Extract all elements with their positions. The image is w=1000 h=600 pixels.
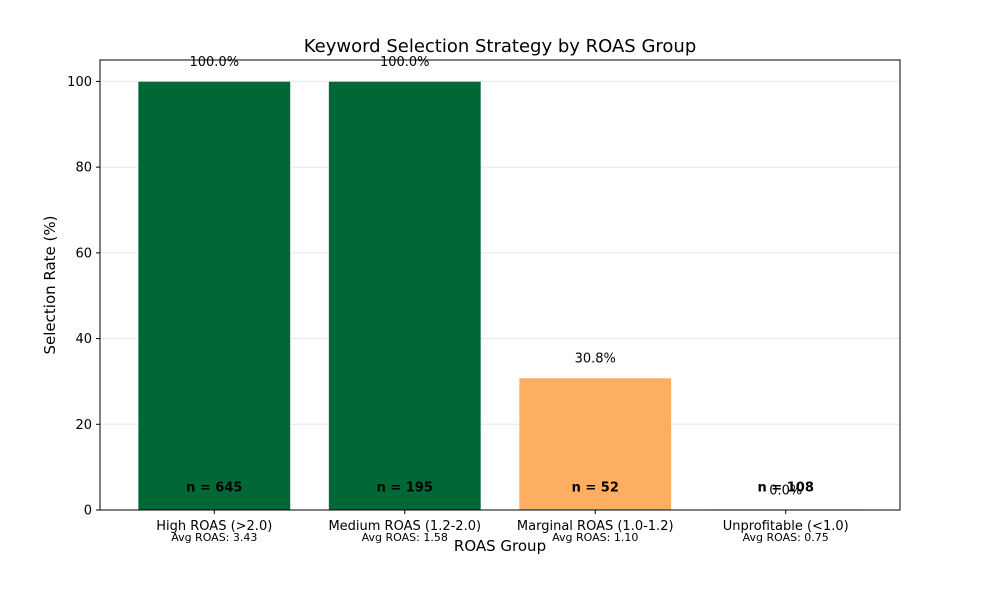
data-label: 100.0%: [189, 55, 239, 70]
count-label: n = 52: [572, 481, 619, 496]
count-label: n = 108: [758, 481, 814, 496]
y-tick-label: 100: [67, 75, 92, 90]
y-tick-label: 20: [75, 418, 92, 433]
bars: [137, 81, 863, 511]
x-axis: High ROAS (>2.0)Avg ROAS: 3.43 Medium ROA…: [156, 510, 849, 544]
y-tick-label: 60: [75, 246, 92, 261]
x-tick-label: Medium ROAS (1.2-2.0): [328, 519, 481, 534]
avg-roas-label: Avg ROAS: 3.43: [171, 531, 257, 544]
data-label: 0.0%: [769, 484, 802, 499]
y-axis: 0 20 40 60 80 100: [67, 75, 100, 519]
chart-title: Keyword Selection Strategy by ROAS Group: [304, 36, 697, 57]
data-label: 100.0%: [380, 55, 430, 70]
bar: [137, 81, 291, 511]
avg-roas-label: Avg ROAS: 1.58: [362, 531, 448, 544]
avg-roas-label: Avg ROAS: 0.75: [743, 531, 829, 544]
data-labels: 100.0% n = 645 100.0% n = 195 30.8% n = 52 0.0…: [186, 55, 814, 499]
x-tick-label: High ROAS (>2.0): [156, 519, 272, 534]
bar: [328, 81, 482, 511]
count-label: n = 645: [186, 481, 242, 496]
x-tick-label: Unprofitable (<1.0): [723, 519, 849, 534]
bar: [518, 377, 672, 511]
y-tick-label: 0: [84, 504, 92, 519]
plot-frame: [99, 59, 901, 511]
count-label: n = 195: [377, 481, 433, 496]
y-tick-label: 80: [75, 161, 92, 176]
avg-roas-label: Avg ROAS: 1.10: [552, 531, 638, 544]
data-label: 30.8%: [575, 352, 616, 367]
x-axis-label: ROAS Group: [454, 537, 546, 555]
x-tick-label: Marginal ROAS (1.0-1.2): [517, 519, 674, 534]
y-tick-label: 40: [75, 332, 92, 347]
y-axis-label: Selection Rate (%): [41, 215, 59, 354]
